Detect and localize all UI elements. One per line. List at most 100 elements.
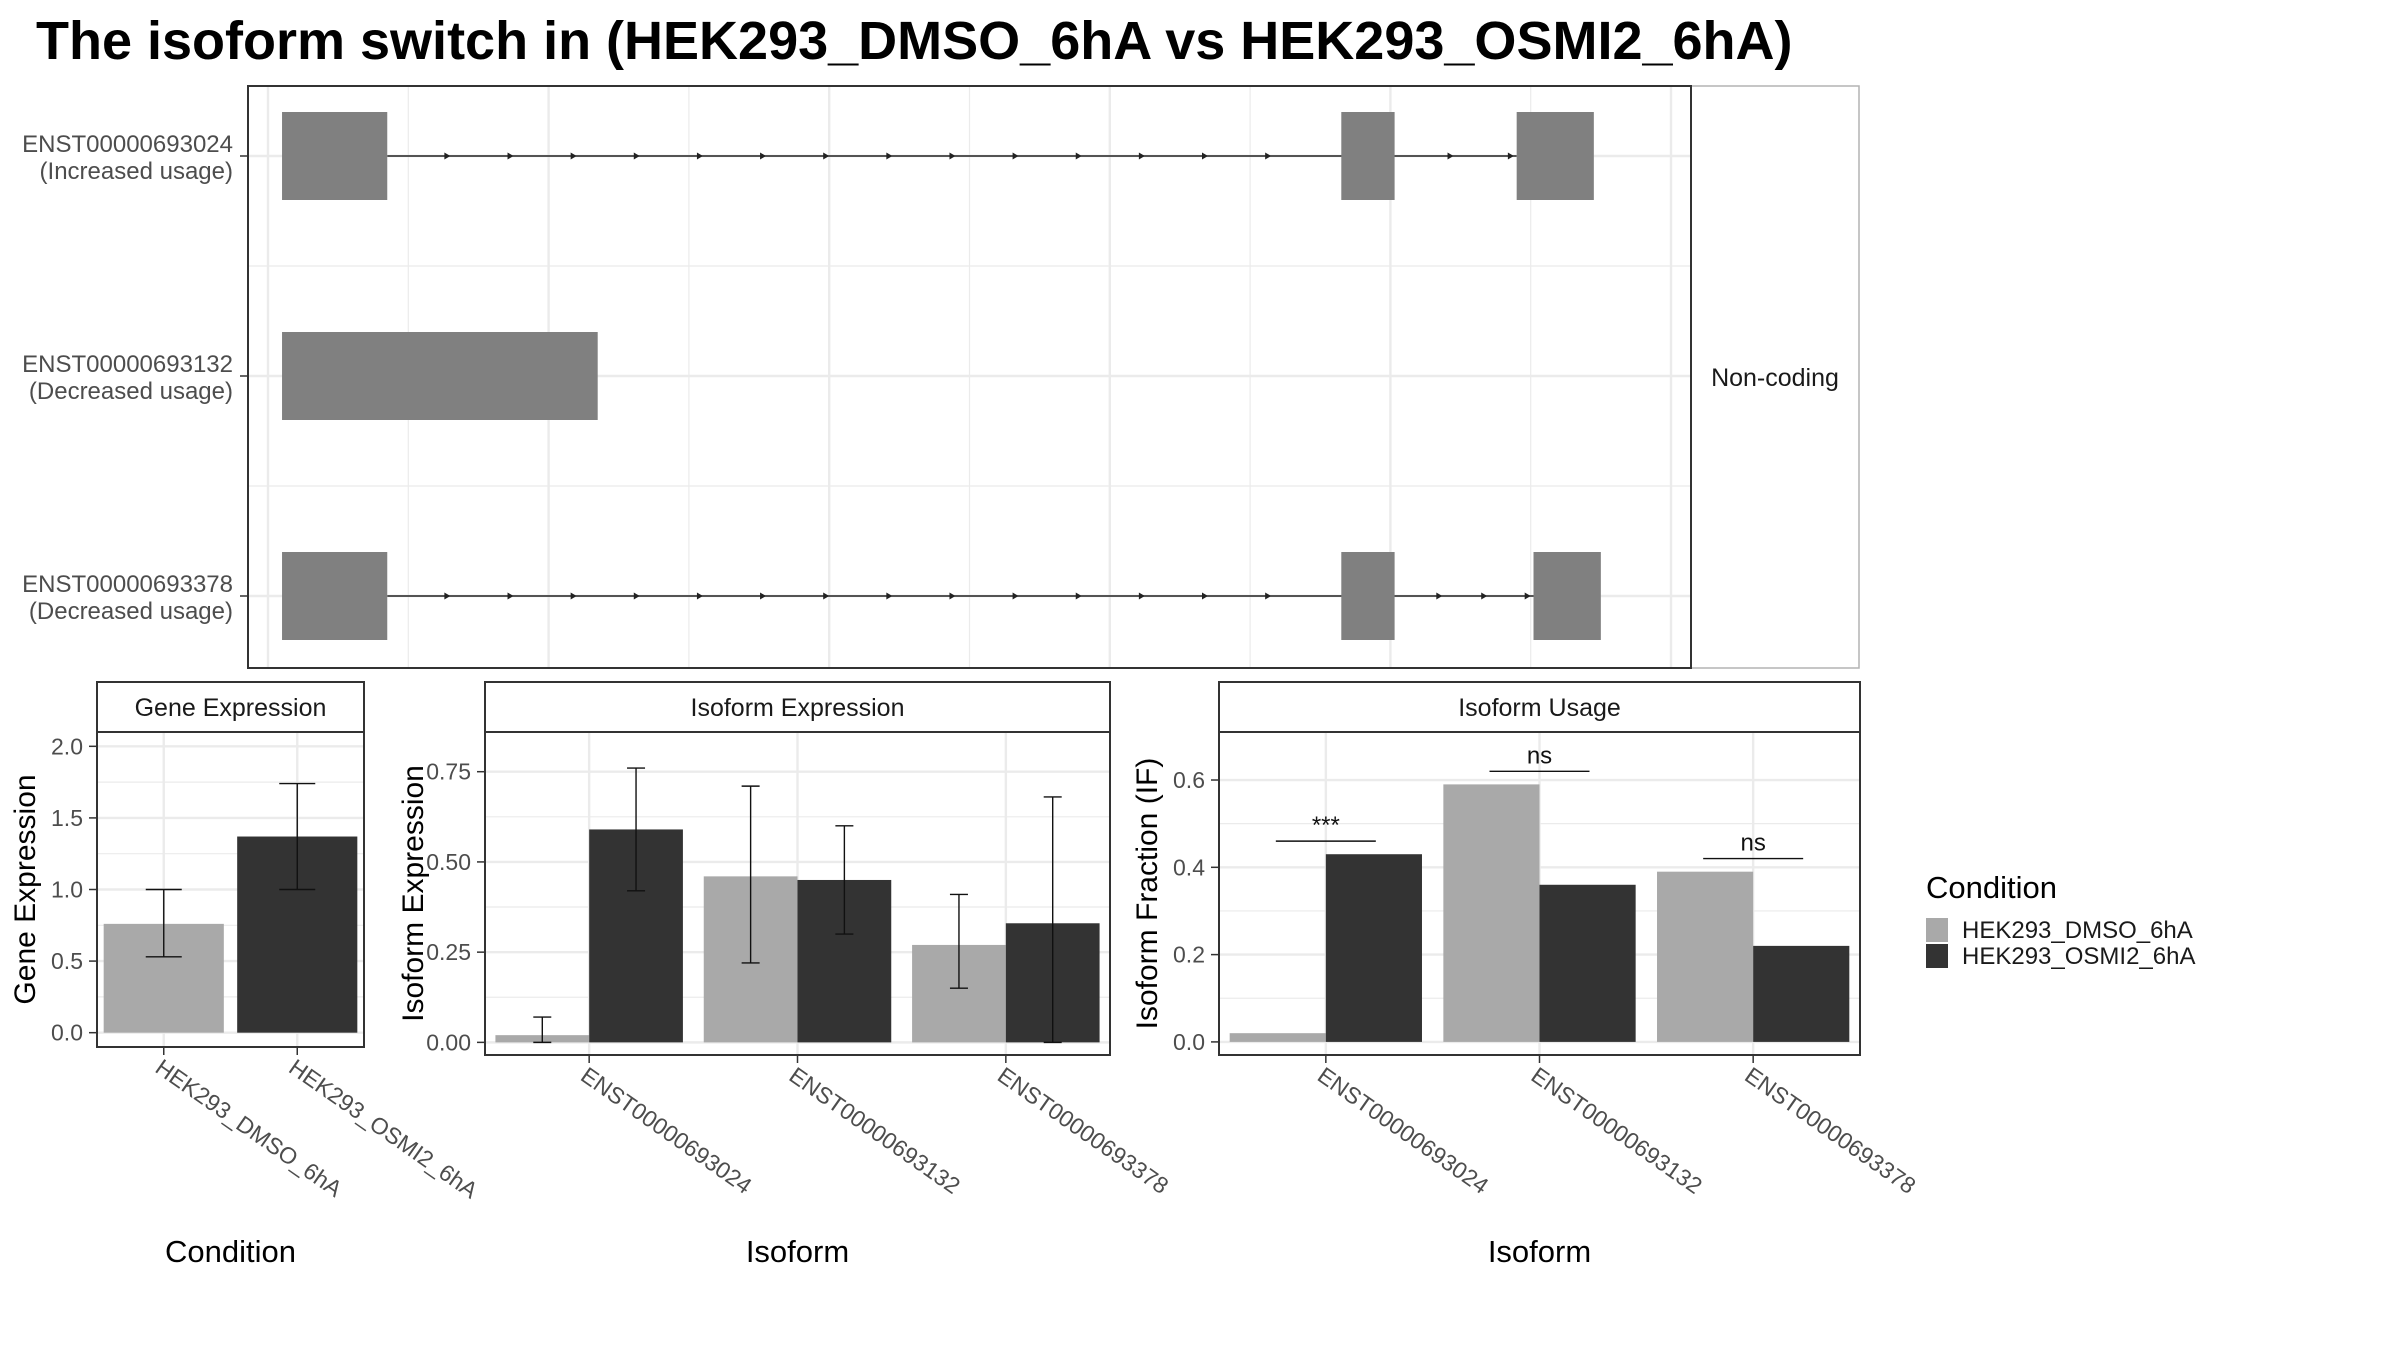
intron-arrow: [886, 152, 893, 160]
intron-arrow: [1138, 592, 1145, 600]
x-tick-label: ENST00000693378: [1740, 1062, 1920, 1199]
panel-title: Isoform Expression: [691, 694, 905, 722]
exon-box: [1341, 552, 1395, 640]
chart-title: The isoform switch in (HEK293_DMSO_6hA v…: [36, 11, 1793, 71]
transcript-usage-label: (Increased usage): [40, 158, 233, 185]
y-tick-label: 0.0: [1173, 1029, 1205, 1055]
intron-arrow: [1447, 152, 1454, 160]
intron-arrow: [1524, 592, 1531, 600]
exon-box: [1533, 552, 1601, 640]
transcript-track: ENST00000693132(Decreased usage): [22, 332, 598, 420]
intron-arrow: [949, 152, 956, 160]
x-tick-label: ENST00000693024: [576, 1062, 757, 1199]
intron-arrow: [444, 592, 451, 600]
y-tick-label: 0.5: [51, 948, 83, 974]
bar: [1539, 884, 1636, 1042]
intron-arrow: [1507, 152, 1514, 160]
intron-arrow: [444, 152, 451, 160]
transcript-id-label: ENST00000693378: [22, 571, 233, 598]
x-axis-title: Condition: [165, 1234, 296, 1269]
legend-swatch: [1926, 944, 1948, 968]
intron-arrow: [823, 152, 830, 160]
panel-title: Gene Expression: [135, 694, 327, 722]
transcript-id-label: ENST00000693132: [22, 351, 233, 378]
bar: [1753, 945, 1850, 1042]
transcript-usage-label: (Decreased usage): [29, 378, 233, 405]
structure-plot-border: [247, 85, 1692, 669]
panel-strip: [96, 681, 365, 733]
intron-arrow: [1138, 152, 1145, 160]
transcript-id-label: ENST00000693024: [22, 131, 233, 158]
transcript-track: ENST00000693024(Increased usage): [22, 112, 1594, 200]
y-axis-title: Isoform Expression: [397, 765, 430, 1022]
transcript-usage-label: (Decreased usage): [29, 598, 233, 625]
intron-arrow: [570, 152, 577, 160]
isoform-usage-panel: Isoform Usage 0.0 0.2 0.4 0.6 ENST00000693024…: [1131, 681, 1921, 1269]
intron-arrow: [760, 592, 767, 600]
intron-arrow: [696, 152, 703, 160]
legend-label: HEK293_OSMI2_6hA: [1962, 943, 2195, 970]
exon-box: [282, 332, 598, 420]
bar: [1229, 1033, 1326, 1042]
isoform-expression-panel: Isoform Expression 0.00 0.25 0.50 0.75 ENST00…: [397, 681, 1173, 1269]
exon-box: [1341, 112, 1395, 200]
y-tick-label: 0.50: [426, 849, 471, 875]
intron-arrow: [507, 152, 514, 160]
exon-box: [282, 552, 388, 640]
panel-strip: [1218, 681, 1861, 733]
y-tick-label: 0.25: [426, 939, 471, 965]
y-tick-label: 1.0: [51, 877, 83, 903]
y-tick-label: 1.5: [51, 805, 83, 831]
intron-arrow: [1075, 592, 1082, 600]
intron-arrow: [1202, 152, 1209, 160]
facet-strip: [1690, 85, 1860, 669]
y-axis-title: Gene Expression: [9, 774, 42, 1004]
intron-arrow: [1202, 592, 1209, 600]
bar: [1325, 854, 1422, 1042]
y-tick-label: 0.6: [1173, 767, 1205, 793]
y-tick-label: 0.4: [1173, 854, 1205, 880]
legend-label: HEK293_DMSO_6hA: [1962, 917, 2193, 944]
exon-box: [1516, 112, 1594, 200]
intron-arrow: [760, 152, 767, 160]
intron-arrow: [696, 592, 703, 600]
intron-arrow: [949, 592, 956, 600]
intron-arrow: [1012, 152, 1019, 160]
legend-swatch: [1926, 918, 1948, 942]
intron-arrow: [570, 592, 577, 600]
x-tick-label: ENST00000693024: [1313, 1062, 1494, 1199]
y-tick-label: 0.75: [426, 759, 471, 785]
panel-border: [96, 731, 365, 1048]
intron-arrow: [823, 592, 830, 600]
y-axis-title: Isoform Fraction (IF): [1131, 758, 1164, 1030]
facet-strip-label: Non-coding: [1711, 364, 1839, 392]
x-tick-label: ENST00000693378: [993, 1062, 1173, 1199]
x-axis-title: Isoform: [746, 1234, 849, 1269]
y-tick-label: 0.2: [1173, 942, 1205, 968]
intron-arrow: [507, 592, 514, 600]
intron-arrow: [1265, 592, 1272, 600]
intron-arrow: [1012, 592, 1019, 600]
intron-arrow: [886, 592, 893, 600]
gene-structure-panel: Non-coding ENST00000693024(Increased usag…: [22, 85, 1860, 669]
x-tick-label: ENST00000693132: [1527, 1062, 1707, 1199]
intron-arrow: [633, 592, 640, 600]
panel-border: [1218, 731, 1861, 1056]
x-tick-label: ENST00000693132: [785, 1062, 965, 1199]
intron-arrow: [633, 152, 640, 160]
panel-title: Isoform Usage: [1458, 694, 1621, 722]
significance-label: ***: [1312, 812, 1340, 839]
significance-label: ns: [1527, 742, 1552, 769]
y-tick-label: 0.00: [426, 1029, 471, 1055]
y-tick-label: 0.0: [51, 1020, 83, 1046]
legend-title: Condition: [1926, 870, 2057, 905]
bar: [1657, 871, 1754, 1042]
transcript-track: ENST00000693378(Decreased usage): [22, 552, 1601, 640]
intron-arrow: [1265, 152, 1272, 160]
bar: [1443, 784, 1540, 1042]
exon-box: [282, 112, 388, 200]
intron-arrow: [1436, 592, 1443, 600]
intron-arrow: [1075, 152, 1082, 160]
panel-border: [484, 731, 1111, 1056]
intron-arrow: [1481, 592, 1488, 600]
